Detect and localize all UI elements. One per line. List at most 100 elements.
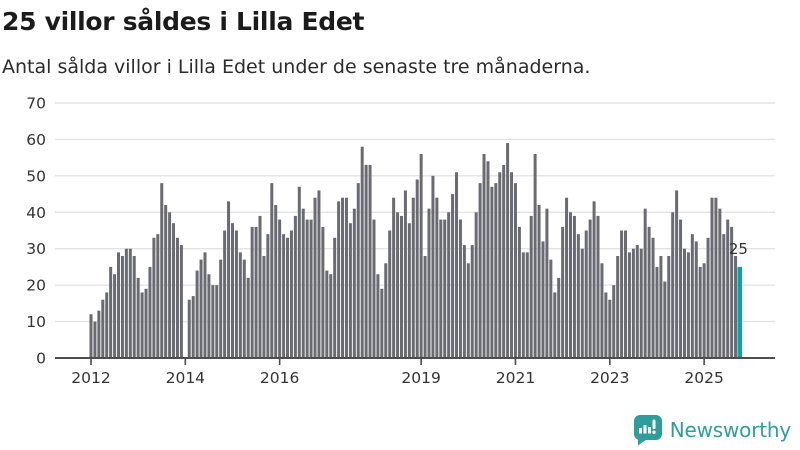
bar: [392, 197, 396, 358]
bar: [604, 292, 608, 358]
bar: [517, 226, 521, 358]
x-axis-line: [55, 357, 775, 359]
bar: [313, 197, 317, 358]
bar: [407, 223, 411, 358]
bar: [140, 292, 144, 358]
bar: [419, 154, 423, 358]
bar: [352, 208, 356, 358]
bar: [635, 245, 639, 358]
bar: [647, 226, 651, 358]
bar: [714, 197, 718, 358]
x-axis-label: 2023: [590, 369, 629, 387]
bar: [399, 215, 403, 358]
bar: [643, 208, 647, 358]
x-axis-label: 2021: [496, 369, 535, 387]
bar: [270, 183, 274, 358]
bar: [631, 248, 635, 358]
bar: [333, 237, 337, 358]
bar: [172, 223, 176, 358]
bar: [525, 252, 529, 358]
bar: [258, 215, 262, 358]
bar: [278, 219, 282, 358]
bar-value-label: 25: [729, 240, 748, 258]
bar: [309, 219, 313, 358]
bar: [266, 234, 270, 358]
y-axis-label: 0: [36, 350, 46, 368]
bar: [344, 197, 348, 358]
bar: [175, 237, 179, 358]
bar: [274, 205, 278, 358]
bar: [246, 277, 250, 358]
bar: [521, 252, 525, 358]
y-axis-label: 20: [26, 277, 46, 295]
bar: [474, 212, 478, 358]
bar: [293, 215, 297, 358]
bar: [726, 219, 730, 358]
x-axis-label: 2019: [401, 369, 440, 387]
bar: [545, 208, 549, 358]
y-axis-label: 30: [26, 240, 46, 258]
bar: [443, 219, 447, 358]
bar: [423, 256, 427, 358]
bar: [203, 252, 207, 358]
newsworthy-icon: [633, 415, 662, 446]
bar: [368, 164, 372, 358]
bar: [572, 215, 576, 358]
highlighted-bar: [737, 266, 742, 358]
newsworthy-logo: Newsworthy: [633, 414, 791, 446]
bar: [529, 215, 533, 358]
bar: [592, 201, 596, 358]
bar: [694, 241, 698, 358]
bar: [580, 248, 584, 358]
bar: [600, 263, 604, 358]
bar: [722, 234, 726, 358]
chart-subtitle: Antal sålda villor i Lilla Edet under de…: [2, 56, 591, 78]
bar: [490, 186, 494, 358]
bar: [325, 270, 329, 358]
bar: [329, 274, 333, 358]
bar: [380, 288, 384, 358]
bar: [321, 226, 325, 358]
bar: [289, 230, 293, 358]
bar: [533, 154, 537, 358]
bar: [215, 285, 219, 358]
bar: [655, 266, 659, 358]
y-axis-label: 50: [26, 167, 46, 185]
bar: [651, 237, 655, 358]
bar: [710, 197, 714, 358]
bar: [356, 183, 360, 358]
y-axis-label: 40: [26, 204, 46, 222]
bar: [576, 234, 580, 358]
x-axis-label: 2012: [71, 369, 110, 387]
newsworthy-wordmark: Newsworthy: [669, 418, 791, 442]
bar: [627, 252, 631, 358]
bar: [372, 219, 376, 358]
bar: [199, 259, 203, 358]
bar: [427, 208, 431, 358]
x-axis-label: 2014: [166, 369, 205, 387]
bar: [478, 183, 482, 358]
bar: [403, 190, 407, 358]
bar: [455, 172, 459, 358]
bar: [549, 259, 553, 358]
bar: [124, 248, 128, 358]
y-axis-label: 10: [26, 313, 46, 331]
bar: [411, 197, 415, 358]
bar: [639, 248, 643, 358]
bar: [494, 183, 498, 358]
bar: [128, 248, 132, 358]
bar: [105, 292, 109, 358]
bar: [584, 230, 588, 358]
bar: [663, 281, 667, 358]
bar: [435, 197, 439, 358]
bar: [506, 143, 510, 358]
bar: [337, 201, 341, 358]
bar: [97, 310, 101, 358]
bar: [706, 237, 710, 358]
bar: [458, 219, 462, 358]
bar: [568, 212, 572, 358]
bar: [541, 241, 545, 358]
bar: [384, 263, 388, 358]
bar: [238, 252, 242, 358]
bar: [624, 230, 628, 358]
